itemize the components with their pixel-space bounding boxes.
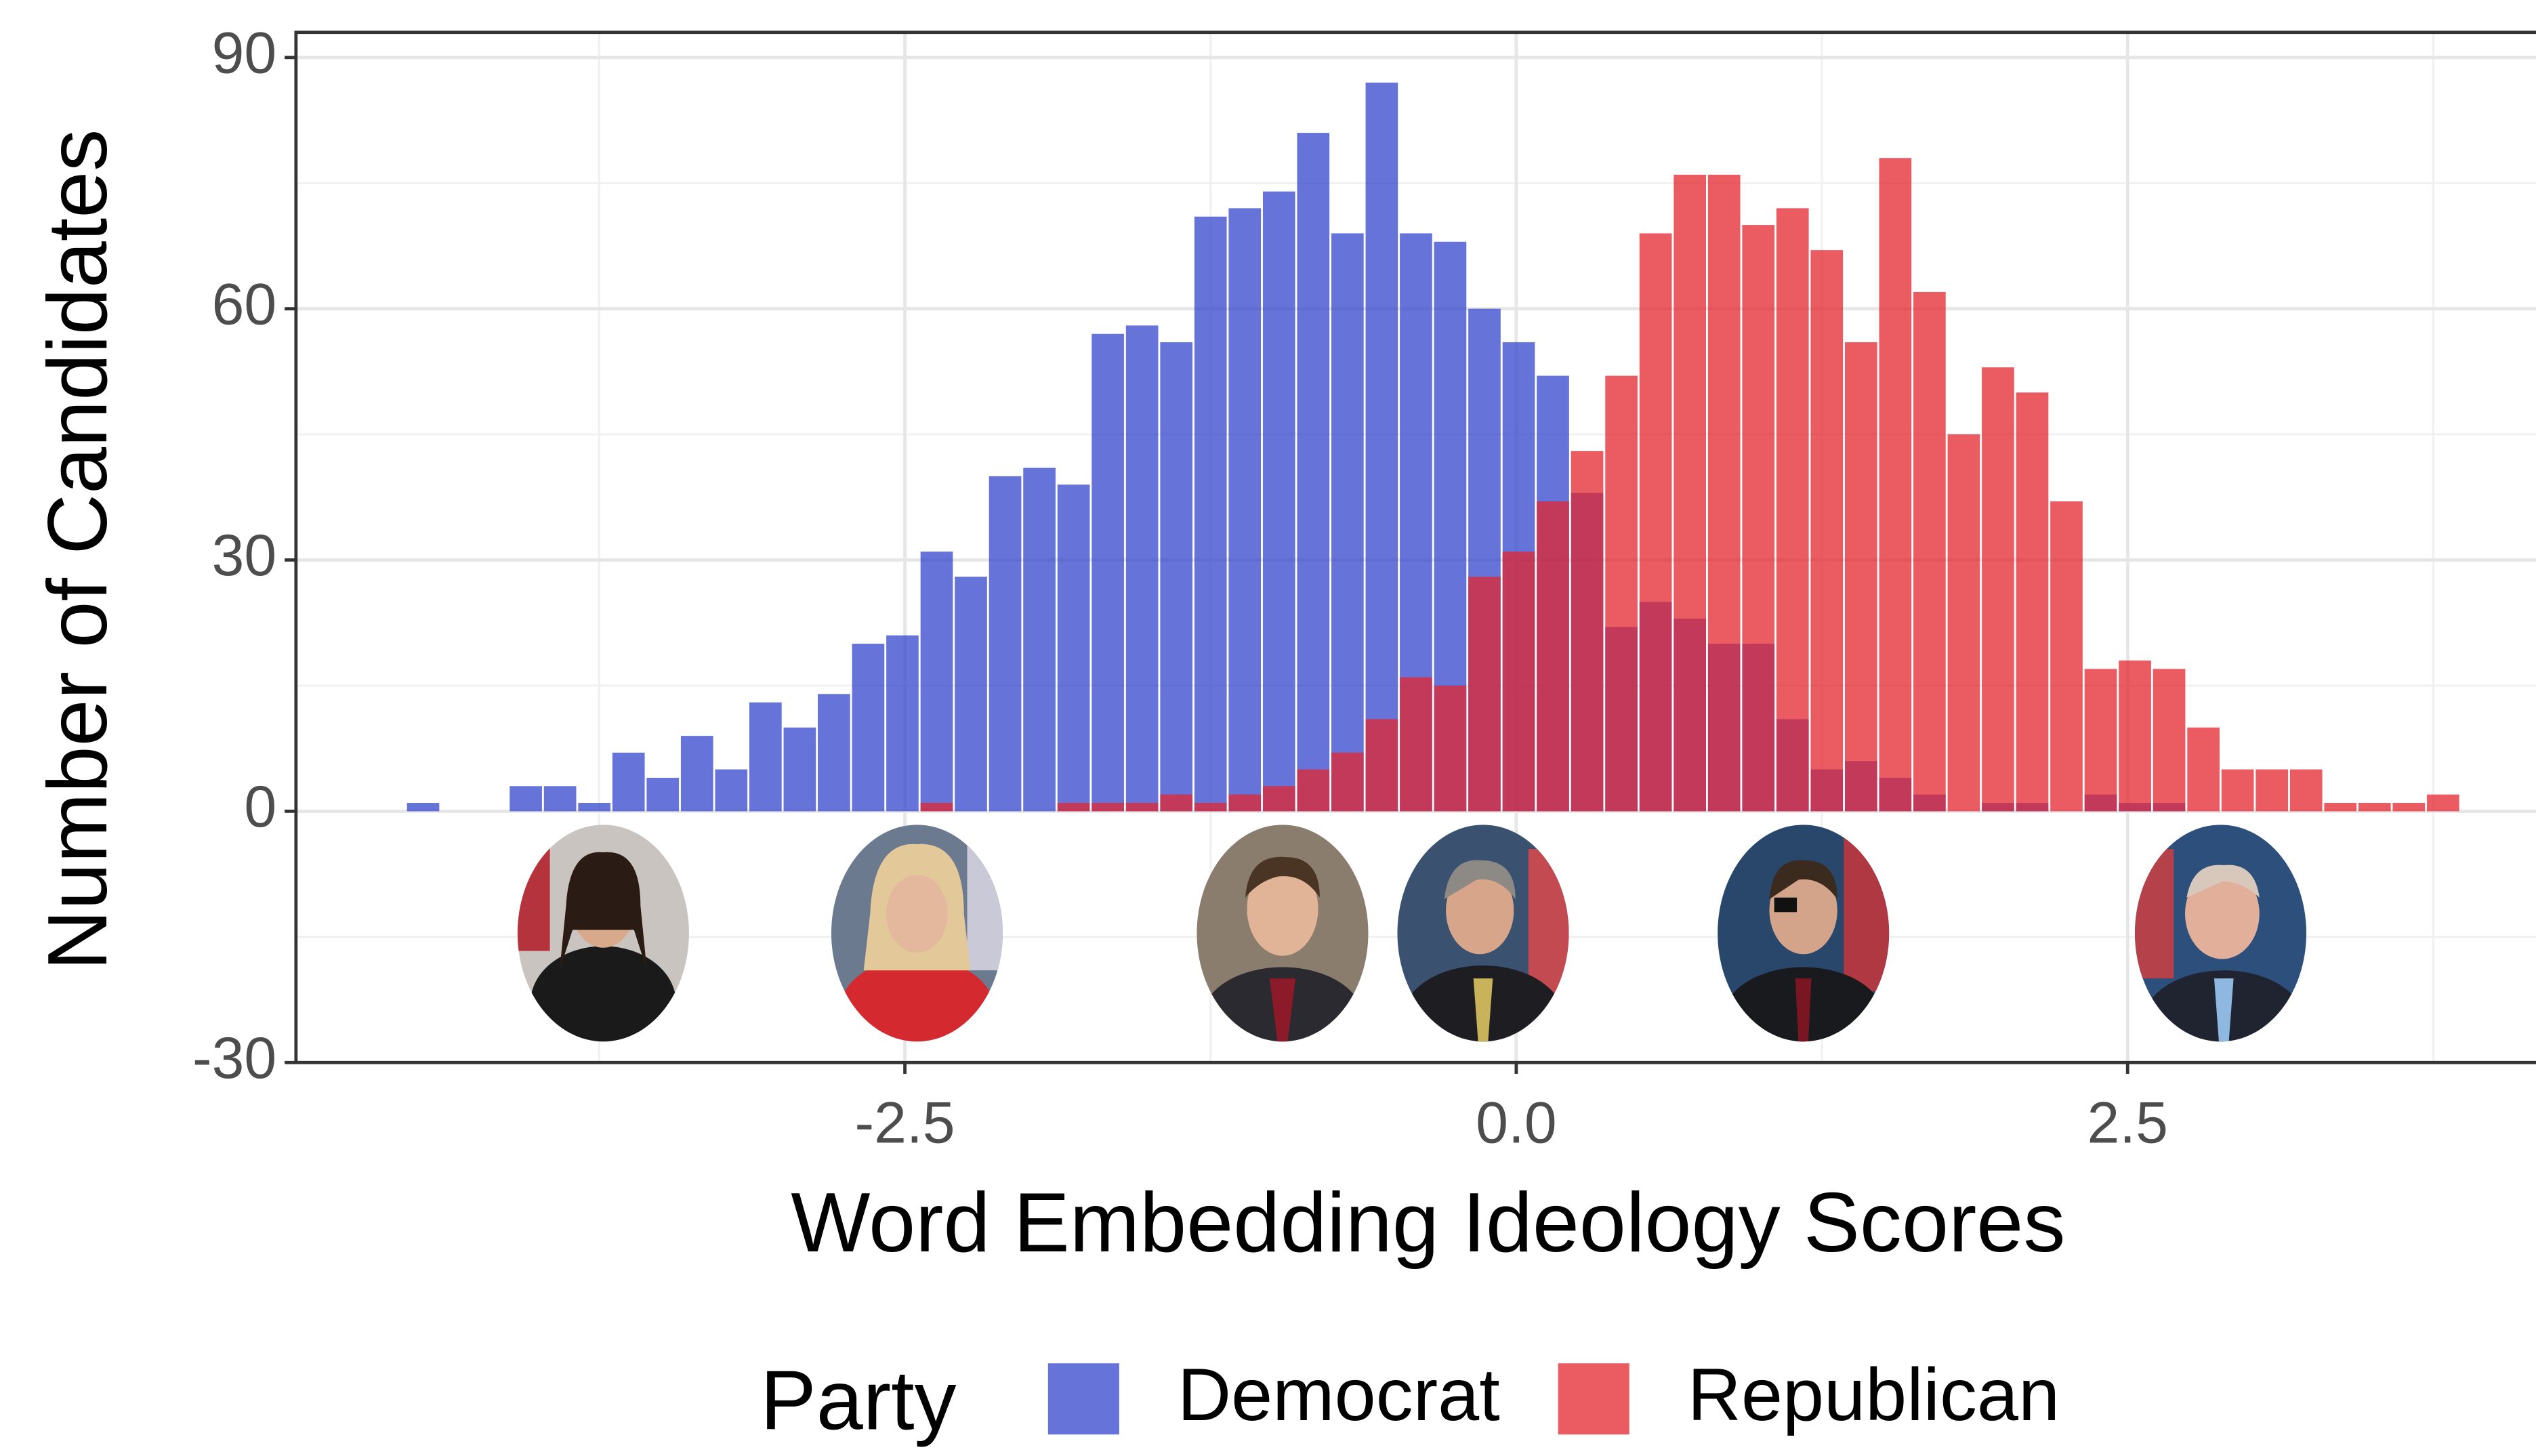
bar: [2084, 669, 2117, 812]
portrait: [517, 825, 689, 1042]
x-tick-label: 0.0: [1476, 1090, 1556, 1155]
x-tick-label: 2.5: [2087, 1090, 2168, 1155]
bar: [2324, 803, 2357, 812]
bar: [1605, 375, 1638, 812]
bar: [680, 736, 713, 812]
legend-swatch: [1558, 1363, 1629, 1435]
bar: [1160, 794, 1193, 812]
bar: [543, 786, 577, 812]
bar: [1365, 719, 1398, 812]
portrait: [1197, 825, 1369, 1042]
bar: [1297, 133, 1330, 812]
bar: [715, 769, 748, 812]
bar: [1400, 677, 1432, 812]
legend-title: Party: [760, 1354, 957, 1447]
bar: [1982, 367, 2014, 812]
legend-label: Republican: [1688, 1354, 2060, 1436]
bar: [1707, 174, 1741, 812]
bar: [407, 803, 440, 812]
y-tick-label: 0: [244, 774, 276, 839]
bar: [1537, 501, 1569, 812]
bar: [1639, 233, 1672, 812]
y-tick-label: -30: [192, 1026, 276, 1091]
bar: [1879, 158, 1912, 812]
bar: [2050, 501, 2083, 812]
bar: [1092, 803, 1124, 812]
bar: [1057, 803, 1090, 812]
bar: [1262, 786, 1295, 812]
bar: [1023, 467, 1056, 812]
portraits: [517, 825, 2307, 1042]
axes: -30 0 30 60 90 -2.5 0.0 2.5: [192, 21, 2536, 1155]
bar: [1228, 794, 1262, 812]
bar: [1468, 577, 1501, 812]
bar: [1057, 484, 1090, 812]
bar: [2119, 660, 2151, 812]
bar: [1092, 333, 1124, 812]
bars: [407, 82, 2459, 812]
bar: [1502, 552, 1535, 812]
bar: [2221, 769, 2254, 812]
bar: [1434, 685, 1467, 812]
x-axis-title: Word Embedding Ideology Scores: [791, 1176, 2065, 1270]
bar: [852, 644, 885, 812]
bar: [2358, 803, 2391, 812]
legend: Party Democrat Republican: [760, 1354, 2060, 1447]
panel-border: [294, 30, 2536, 1064]
bar: [1365, 82, 1398, 812]
bar: [920, 552, 953, 812]
bar: [2016, 392, 2049, 812]
legend-label: Democrat: [1178, 1354, 1500, 1436]
bar: [2187, 727, 2220, 812]
bar: [646, 777, 680, 812]
bar: [1125, 803, 1159, 812]
bar: [2392, 803, 2426, 812]
bar: [1228, 208, 1262, 812]
bar: [989, 476, 1022, 812]
bar: [1194, 803, 1227, 812]
portrait: [2134, 825, 2307, 1042]
portrait: [1397, 825, 1569, 1042]
bar: [612, 752, 645, 812]
bar: [1913, 291, 1946, 812]
bar: [886, 635, 919, 812]
bar: [1844, 342, 1877, 812]
bar: [2289, 769, 2323, 812]
bar: [510, 786, 542, 812]
bar: [2153, 669, 2186, 812]
bar: [1742, 225, 1775, 812]
bar: [1331, 752, 1364, 812]
portrait: [831, 825, 1003, 1042]
bar: [1571, 451, 1604, 812]
bar: [1776, 208, 1809, 812]
bar: [1125, 325, 1159, 812]
bar: [920, 803, 953, 812]
bar: [1297, 769, 1330, 812]
bar: [2256, 769, 2289, 812]
legend-swatch: [1047, 1363, 1119, 1435]
bar: [818, 694, 850, 812]
bar: [578, 803, 611, 812]
y-tick-label: 30: [212, 523, 277, 588]
bar: [783, 727, 816, 812]
bar: [2427, 794, 2459, 812]
bar: [1160, 342, 1193, 812]
bar: [1810, 250, 1844, 812]
bar: [1674, 174, 1707, 812]
bar: [1947, 434, 1980, 812]
portrait: [1718, 825, 1890, 1042]
bar: [1262, 191, 1295, 812]
y-tick-label: 60: [212, 272, 277, 337]
y-axis-title: Number of Candidates: [31, 129, 125, 971]
bar: [1194, 216, 1227, 812]
bar: [955, 577, 987, 812]
bar: [749, 702, 782, 812]
bar: [1331, 233, 1364, 812]
y-tick-label: 90: [212, 21, 277, 86]
x-tick-label: -2.5: [855, 1090, 955, 1155]
